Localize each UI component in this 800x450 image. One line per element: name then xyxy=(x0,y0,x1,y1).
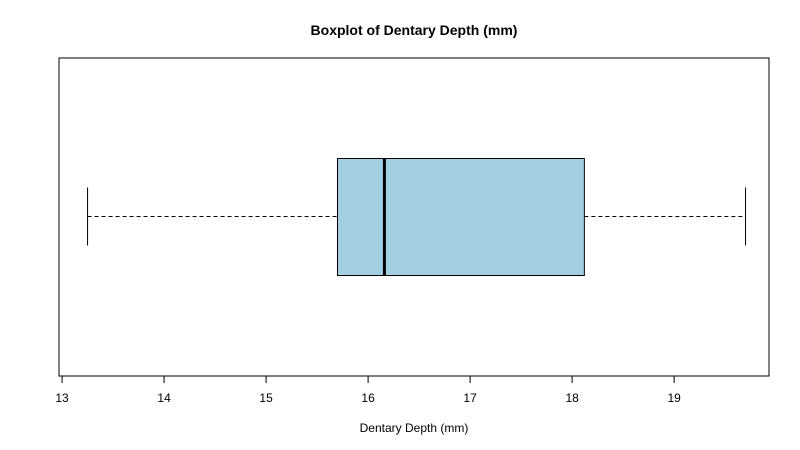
x-tick-label: 17 xyxy=(463,391,477,405)
boxplot-box-group xyxy=(88,159,746,276)
x-tick-label: 19 xyxy=(667,391,681,405)
x-tick-label: 16 xyxy=(361,391,375,405)
x-tick-label: 18 xyxy=(565,391,579,405)
x-axis: 13 14 15 16 17 18 19 xyxy=(55,376,681,405)
chart-title: Boxplot of Dentary Depth (mm) xyxy=(311,22,518,38)
x-axis-label: Dentary Depth (mm) xyxy=(360,421,469,435)
x-tick-label: 14 xyxy=(157,391,171,405)
x-tick-label: 15 xyxy=(259,391,273,405)
x-tick-label: 13 xyxy=(55,391,69,405)
iqr-box xyxy=(337,159,584,276)
